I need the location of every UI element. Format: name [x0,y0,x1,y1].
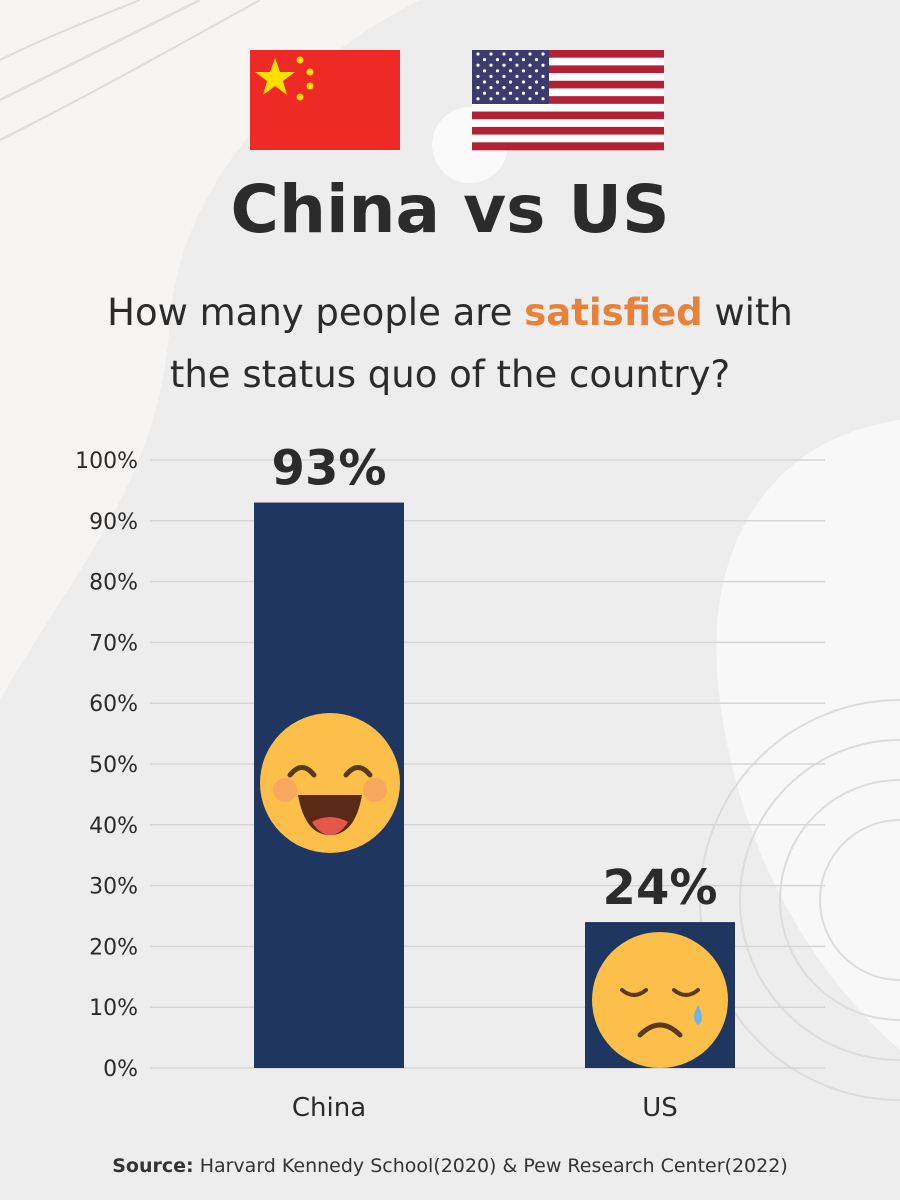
flag-star [515,52,519,56]
value-label: 24% [603,860,718,916]
us-flag [472,50,664,151]
y-tick-label: 30% [89,875,138,900]
chart-title: China vs US [231,171,670,248]
flag-star [476,97,480,101]
flag-stripe [472,73,664,82]
flag-star [528,97,532,101]
flag-stripe [472,80,664,89]
flag-star [489,86,493,90]
flag-star [482,91,487,95]
flag-star [495,58,500,62]
happy-emoji [260,713,400,853]
flag-stripe [472,65,664,74]
subtitle-text: How many people are [107,291,513,334]
flag-star [476,52,480,56]
flag-star [482,80,487,84]
flag-star [541,74,545,78]
source-label: Source: [112,1155,194,1177]
y-tick-label: 100% [75,449,138,474]
flag-stripe [472,142,664,151]
y-tick-label: 90% [89,510,138,535]
y-tick-label: 50% [89,753,138,778]
flag-stripe [472,96,664,105]
subtitle: How many people are satisfied with the st… [0,282,900,406]
flag-star [489,63,493,67]
flag-stripe [472,103,664,112]
flag-stripe [472,119,664,128]
flag-star [482,69,487,73]
flag-star [502,52,506,56]
flag-star [534,91,539,95]
flag-star [495,91,500,95]
flag-star [541,52,545,56]
flag-stripe [472,57,664,66]
y-tick-label: 10% [89,996,138,1021]
flag-star [528,74,532,78]
flag-star [495,69,500,73]
flag-star [495,80,500,84]
flag-star [489,74,493,78]
flag-star [521,69,526,73]
flag-star [508,91,513,95]
flag-star [489,52,493,56]
y-tick-label: 40% [89,814,138,839]
flag-star [515,74,519,78]
flag-star [502,97,506,101]
flag-star [489,97,493,101]
flag-stripe [472,111,664,120]
flag-star [476,74,480,78]
value-label: 93% [272,441,387,497]
flag-star [508,58,513,62]
flag-star [508,80,513,84]
flag-star [528,86,532,90]
flag-star [534,80,539,84]
sad-emoji [592,932,728,1068]
flag-star [541,63,545,67]
flag-star [515,86,519,90]
flag-stripe [472,126,664,135]
flag-star [528,52,532,56]
flag-star [502,63,506,67]
y-tick-label: 80% [89,571,138,596]
flag-star [515,97,519,101]
y-tick-label: 20% [89,935,138,960]
flag-star [482,58,487,62]
flag-star [528,63,532,67]
flag-star [534,69,539,73]
y-tick-label: 0% [103,1057,138,1082]
flag-star [502,74,506,78]
subtitle-text: the status quo of the country? [169,353,731,396]
flag-star [515,63,519,67]
flag-stripe [472,88,664,97]
flag-star [534,58,539,62]
subtitle-highlight: satisfied [524,291,703,334]
china-flag [250,50,400,150]
flag-stripe [472,50,664,58]
y-tick-label: 70% [89,631,138,656]
flag-star [541,97,545,101]
flag-stripe [472,134,664,143]
flag-star [521,80,526,84]
source-text: Harvard Kennedy School(2020) & Pew Resea… [199,1155,788,1177]
flag-star [502,86,506,90]
flag-star [476,63,480,67]
flag-star [541,86,545,90]
flag-star [521,58,526,62]
source: Source: Harvard Kennedy School(2020) & P… [0,1155,900,1177]
x-tick-label: China [292,1093,366,1123]
flag-star [508,69,513,73]
flag-star [521,91,526,95]
flag-star [476,86,480,90]
subtitle-text: with [714,291,793,334]
y-tick-label: 60% [89,692,138,717]
x-tick-label: US [642,1093,678,1123]
